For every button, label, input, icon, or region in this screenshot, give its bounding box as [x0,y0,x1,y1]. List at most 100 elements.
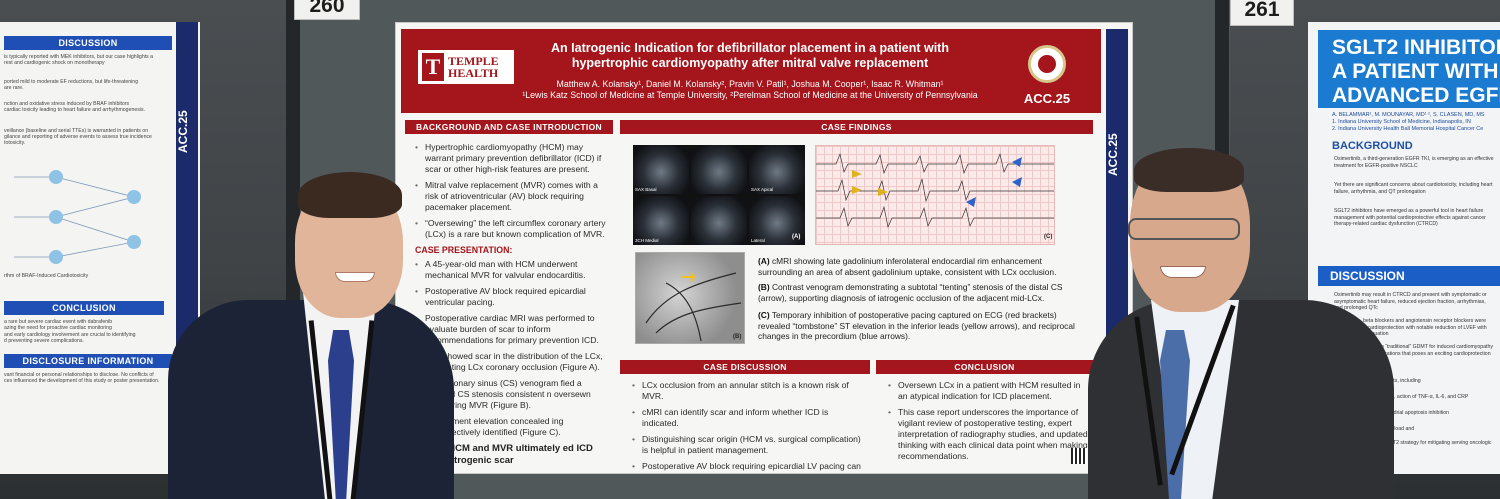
text-line: ported mild to moderate EF reductions, b… [4,78,139,85]
author-line: A. BELAMMAR¹, M. MOUNAYAR, MD¹ ², S. CLA… [1332,112,1485,118]
text-line: gilance and reporting of adverse events … [4,134,152,141]
bullet: Postoperative cardiac MRI was performed … [415,313,607,346]
text-line: cardiac toxicity leading to heart failur… [4,107,146,114]
text-line: azing the need for proactive cardiac mon… [4,325,112,332]
poster-title: An Iatrogenic Indication for defibrillat… [526,41,974,71]
text-line: Osimertinib, a third-generation EGFR TKI… [1334,156,1494,169]
text-line: vant financial or personal relationships… [4,372,154,379]
poster-title-bar: T TEMPLE HEALTH An Iatrogenic Indication… [401,29,1101,113]
network-diagram [14,169,141,264]
hair [1134,148,1244,192]
title-line: SGLT2 INHIBITOR [1332,36,1500,59]
text-line: d preventing severe complications. [4,337,84,344]
bullet: Postoperative AV block required epicardi… [415,286,607,308]
poster-title-line: hypertrophic cardiomyopathy after mitral… [571,56,929,70]
mri-image: 3CH Medial [633,196,689,245]
section-heading-discussion: CASE DISCUSSION [620,360,870,374]
mri-image [691,145,747,194]
mri-image: SAX Basal [633,145,689,194]
panel-label-b: (B) [733,334,742,340]
panel-label-c: (C) [1044,234,1053,240]
section-heading-conclusion: CONCLUSION [876,360,1093,374]
section-heading-discussion: DISCUSSION [4,36,172,50]
bullet: Oversewn LCx in a patient with HCM resul… [888,380,1089,402]
mri-image: SAX Apical [749,145,805,194]
text-line: and early cardiology involvement are cru… [4,331,136,338]
booth-number-261: 261 [1230,0,1294,26]
figure-caption: rthm of BRAF-Induced Cardiotoxicity [4,272,89,279]
section-heading-conclusion: CONCLUSION [4,300,164,315]
text-line: totoxicity. [4,140,26,147]
booth-number-260: 260 [294,0,360,20]
temple-t-icon: T [422,53,444,81]
mri-label: SAX Apical [751,187,774,192]
title-line: ADVANCED EGFR- [1332,84,1500,107]
section-heading-findings: CASE FINDINGS [620,120,1093,134]
mri-image: Lateral [749,196,805,245]
figure-caption-b: (B) Contrast venogram demonstrating a su… [758,282,1083,303]
right-poster-title: SGLT2 INHIBITOR A PATIENT WITH ADVANCED … [1318,30,1500,108]
caption-text: Contrast venogram demonstrating a subtot… [758,282,1063,303]
temple-health-logo: T TEMPLE HEALTH [418,50,514,84]
caption-tag: (B) [758,282,770,292]
case-presentation-heading: CASE PRESENTATION: [415,245,513,255]
acc-label: ACC.25 [1023,91,1071,106]
caption-text: Temporary inhibition of postoperative pa… [758,310,1075,341]
smile [335,272,375,282]
logo-text-temple: TEMPLE [448,54,499,68]
section-heading-background: BACKGROUND [1332,140,1413,152]
acc-seal-icon [1028,45,1066,83]
text-line: veillance (baseline and serial TTEs) is … [4,127,149,134]
bullet: cMRI can identify scar and inform whethe… [632,407,866,429]
smile [1160,266,1206,278]
ecg-waveform [816,152,1054,229]
bullet: A 45-year-old man with HCM underwent mec… [415,259,607,281]
mri-image [691,196,747,245]
text-line: are rare. [4,84,24,91]
logo-text-health: HEALTH [448,66,499,80]
mri-label: 3CH Medial [635,238,659,243]
background-section: BACKGROUND AND CASE INTRODUCTION Hypertr… [405,120,613,470]
author-affiliations: ¹Lewis Katz School of Medicine at Temple… [522,90,978,100]
figure-caption-c: (C) Temporary inhibition of postoperativ… [758,310,1083,342]
caption-text: cMRI showing late gadolinium inferolater… [758,256,1057,277]
qr-code-icon [1071,448,1087,464]
mri-label: SAX Basal [635,187,657,192]
panel-label-a: (A) [792,234,801,240]
case-findings-section: CASE FINDINGS SAX Basal SAX Apical 3CH M… [620,120,1093,354]
caption-tag: (C) [758,310,770,320]
bullet: LCx occlusion from an annular stitch is … [632,380,866,402]
title-line: A PATIENT WITH [1332,60,1499,83]
suit-jacket [1088,300,1394,499]
ecg-tracing-image [815,145,1055,245]
author-names: Matthew A. Kolansky¹, Daniel M. Kolansky… [556,79,944,89]
figure-caption-a: (A) cMRI showing late gadolinium inferol… [758,256,1083,277]
text-line: Yet there are significant concerns about… [1334,182,1493,195]
hair [298,172,402,218]
text-line: and anti-fibrotic properties, action of … [1334,394,1469,400]
caption-tag: (A) [758,256,770,266]
author-line: 1. Indiana University School of Medicine… [1332,119,1471,125]
text-line: Osimertinib may result in CTRCD and pres… [1334,292,1487,312]
mri-label: Lateral [751,238,765,243]
poster-title-line: An Iatrogenic Indication for defibrillat… [551,41,949,55]
acc-side-label: ACC.25 [1106,133,1120,177]
case-closing-statement: nt with HCM and MVR ultimately ed ICD du… [415,443,593,466]
poster-authors: Matthew A. Kolansky¹, Daniel M. Kolansky… [519,79,981,101]
main-poster: T TEMPLE HEALTH An Iatrogenic Indication… [395,22,1133,474]
section-heading-discussion: DISCUSSION [1318,266,1500,286]
venogram-image [635,252,745,344]
text-line: SGLT2 inhibitors have emerged as a power… [1334,208,1486,228]
glasses-icon [1128,218,1240,240]
bullet: This case report underscores the importa… [888,407,1089,462]
conclusion-section: CONCLUSION Oversewn LCx in a patient wit… [876,360,1093,470]
acc-side-label: ACC.25 [176,110,190,154]
text-line: a rare but severe cardiac event with dab… [4,318,113,325]
text-line: ces influenced the development of this s… [4,378,160,385]
author-line: 2. Indiana University Health Ball Memori… [1332,126,1484,132]
case-discussion-section: CASE DISCUSSION LCx occlusion from an an… [620,360,870,473]
section-heading-background: BACKGROUND AND CASE INTRODUCTION [405,120,613,134]
text-line: is typically reported with MEK inhibitor… [4,54,154,60]
bullet: Distinguishing scar origin (HCM vs. surg… [632,434,866,456]
right-poster-authors: A. BELAMMAR¹, M. MOUNAYAR, MD¹ ², S. CLA… [1332,112,1500,133]
